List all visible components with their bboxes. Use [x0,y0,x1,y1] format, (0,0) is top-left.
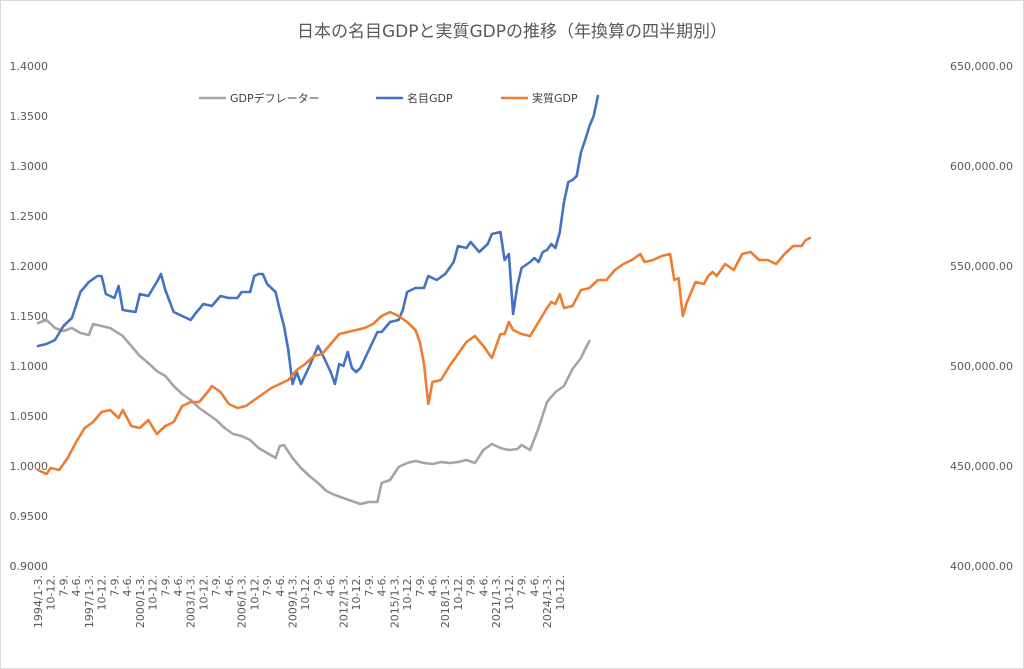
x-axis-tick-label: 4-6. [223,575,236,596]
right-axis-tick-label: 450,000.00 [950,460,1013,473]
x-axis-tick-label: 1997/1-3. [83,575,96,628]
x-axis-tick-label: 4-6. [427,575,440,596]
x-axis-tick-label: 2018/1-3. [439,575,452,628]
x-axis-tick-label: 7-9. [261,575,274,596]
x-axis-tick-label: 2015/1-3. [388,575,401,628]
x-axis-tick-label: 7-9. [312,575,325,596]
x-axis-tick-label: 10-12. [45,575,58,610]
x-axis-tick-label: 4-6. [274,575,287,596]
right-axis: 400,000.00 450,000.00 500,000.00 550,000.00… [950,60,1013,573]
x-axis-tick-label: 10-12. [96,575,109,610]
x-axis-tick-label: 10-12. [248,575,261,610]
series-line-1 [36,94,600,386]
left-axis-tick-label: 0.9000 [10,560,49,573]
x-axis-tick-label: 10-12. [197,575,210,610]
x-axis-tick-label: 10-12. [147,575,160,610]
x-axis-tick-label: 10-12. [299,575,312,610]
x-axis-tick-label: 10-12. [401,575,414,610]
left-axis-tick-label: 1.3000 [10,160,49,173]
x-axis-tick-label: 2006/1-3. [236,575,249,628]
x-axis-tick-label: 4-6. [477,575,490,596]
x-axis-tick-label: 4-6. [376,575,389,596]
x-axis-tick-label: 7-9. [108,575,121,596]
left-axis-tick-label: 1.3500 [10,110,49,123]
x-axis-tick-label: 4-6. [70,575,83,596]
plot-area [36,94,812,506]
x-axis-tick-label: 4-6. [325,575,338,596]
series-line-0 [36,318,591,506]
x-axis-tick-label: 4-6. [121,575,134,596]
left-axis-tick-label: 1.2000 [10,260,49,273]
x-axis-tick-label: 10-12. [503,575,516,610]
x-axis-tick-label: 7-9. [159,575,172,596]
x-axis-tick-label: 7-9. [414,575,427,596]
x-axis: 1994/1-3. 10-12. 7-9. 4-6. 1997/1-3. 10-12. 7-… [32,575,567,628]
x-axis-tick-label: 7-9. [57,575,70,596]
x-axis-tick-label: 2003/1-3. [185,575,198,628]
right-axis-tick-label: 550,000.00 [950,260,1013,273]
legend-label: 実質GDP [532,91,578,105]
chart-title: 日本の名目GDPと実質GDPの推移（年換算の四半期別） [297,22,727,42]
x-axis-tick-label: 7-9. [363,575,376,596]
left-axis-tick-label: 1.0500 [10,410,49,423]
right-axis-tick-label: 650,000.00 [950,60,1013,73]
x-axis-tick-label: 7-9. [516,575,529,596]
left-axis-tick-label: 0.9500 [10,510,49,523]
x-axis-tick-label: 7-9. [210,575,223,596]
left-axis-tick-label: 1.1000 [10,360,49,373]
left-axis: 0.90000.95001.00001.05001.10001.15001.20… [10,60,49,573]
x-axis-tick-label: 10-12. [554,575,567,610]
x-axis-tick-label: 4-6. [528,575,541,596]
right-axis-tick-label: 600,000.00 [950,160,1013,173]
legend-label: GDPデフレーター [230,91,320,105]
x-axis-tick-label: 7-9. [465,575,478,596]
x-axis-tick-label: 2024/1-3. [541,575,554,628]
legend: GDPデフレーター 名目GDP 実質GDP [199,91,578,105]
left-axis-tick-label: 1.1500 [10,310,49,323]
legend-label: 名目GDP [407,91,453,105]
x-axis-tick-label: 4-6. [172,575,185,596]
left-axis-tick-label: 1.4000 [10,60,49,73]
x-axis-tick-label: 2012/1-3. [337,575,350,628]
x-axis-tick-label: 2009/1-3. [287,575,300,628]
x-axis-tick-label: 2000/1-3. [134,575,147,628]
x-axis-tick-label: 1994/1-3. [32,575,45,628]
x-axis-tick-label: 10-12. [350,575,363,610]
right-axis-tick-label: 400,000.00 [950,560,1013,573]
x-axis-tick-label: 10-12. [452,575,465,610]
right-axis-tick-label: 500,000.00 [950,360,1013,373]
series-line-2 [36,236,812,476]
left-axis-tick-label: 1.2500 [10,210,49,223]
x-axis-tick-label: 2021/1-3. [490,575,503,628]
